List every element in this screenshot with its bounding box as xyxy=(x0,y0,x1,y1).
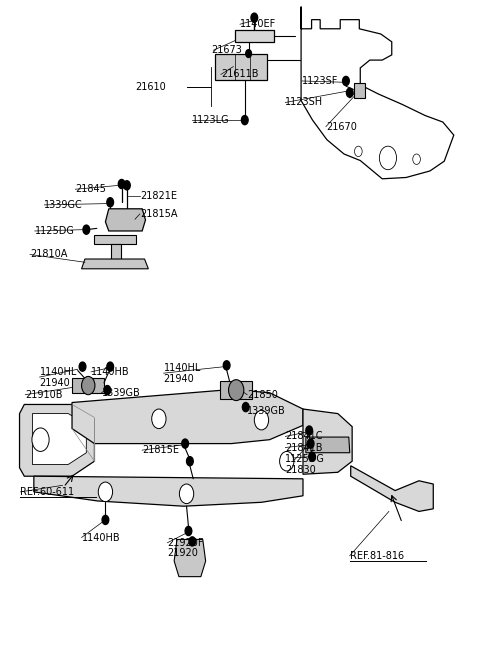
Circle shape xyxy=(107,362,114,371)
Text: 21821E: 21821E xyxy=(140,191,177,200)
Polygon shape xyxy=(351,466,433,512)
Text: 1140HL: 1140HL xyxy=(164,363,201,373)
Polygon shape xyxy=(34,476,303,506)
Text: 1140EF: 1140EF xyxy=(240,19,276,29)
Text: 1339GB: 1339GB xyxy=(247,406,286,416)
Text: 21910B: 21910B xyxy=(25,390,63,400)
Polygon shape xyxy=(82,259,148,269)
Circle shape xyxy=(185,527,192,536)
Polygon shape xyxy=(174,540,205,576)
Text: 1140HL: 1140HL xyxy=(39,367,77,377)
Circle shape xyxy=(251,13,258,22)
Text: 21920: 21920 xyxy=(168,548,198,558)
Text: 21673: 21673 xyxy=(211,45,242,55)
Polygon shape xyxy=(33,413,86,464)
Circle shape xyxy=(223,361,230,370)
Text: 21670: 21670 xyxy=(326,122,357,132)
Circle shape xyxy=(280,451,294,471)
Text: REF.81-816: REF.81-816 xyxy=(350,551,404,561)
Circle shape xyxy=(152,409,166,428)
Circle shape xyxy=(242,403,249,411)
Text: 21845: 21845 xyxy=(75,184,106,195)
Circle shape xyxy=(187,457,193,466)
Circle shape xyxy=(182,439,189,448)
Text: 21920F: 21920F xyxy=(168,538,204,548)
Circle shape xyxy=(347,88,353,97)
Polygon shape xyxy=(95,235,136,244)
Circle shape xyxy=(102,515,109,525)
Circle shape xyxy=(79,362,86,371)
Circle shape xyxy=(107,198,114,207)
Polygon shape xyxy=(20,404,95,476)
Text: 1123SF: 1123SF xyxy=(302,76,338,86)
Polygon shape xyxy=(220,381,252,400)
Circle shape xyxy=(306,426,312,435)
Text: 21810A: 21810A xyxy=(30,250,67,259)
Circle shape xyxy=(98,482,113,502)
Circle shape xyxy=(189,537,196,546)
Circle shape xyxy=(254,410,269,430)
Polygon shape xyxy=(354,83,365,98)
Circle shape xyxy=(246,50,252,58)
Text: 21830: 21830 xyxy=(285,464,316,475)
Polygon shape xyxy=(303,409,352,474)
Circle shape xyxy=(309,452,315,461)
Circle shape xyxy=(83,225,90,234)
Text: 1140HB: 1140HB xyxy=(82,533,120,542)
Text: 21815E: 21815E xyxy=(142,445,179,455)
Text: 21850: 21850 xyxy=(247,390,278,400)
Text: 1123SH: 1123SH xyxy=(285,98,324,107)
Polygon shape xyxy=(106,209,145,231)
Polygon shape xyxy=(72,379,104,393)
Circle shape xyxy=(180,484,194,504)
Bar xyxy=(235,30,275,42)
Circle shape xyxy=(118,179,125,189)
Text: 1339GB: 1339GB xyxy=(102,388,140,398)
Polygon shape xyxy=(72,390,303,443)
Text: 1125DG: 1125DG xyxy=(35,226,75,236)
Bar xyxy=(215,54,267,80)
Text: 21841B: 21841B xyxy=(285,443,323,453)
Text: 21940: 21940 xyxy=(164,374,194,384)
Circle shape xyxy=(123,181,130,190)
Text: 21841C: 21841C xyxy=(285,432,323,441)
Circle shape xyxy=(82,377,95,395)
Text: 21940: 21940 xyxy=(39,378,70,388)
Circle shape xyxy=(104,386,111,395)
Text: 21611B: 21611B xyxy=(221,69,258,79)
Circle shape xyxy=(228,380,244,401)
Text: 1123LG: 1123LG xyxy=(192,115,230,125)
Polygon shape xyxy=(306,437,350,453)
Circle shape xyxy=(343,77,349,86)
Polygon shape xyxy=(111,244,120,259)
Text: 21610: 21610 xyxy=(135,83,166,92)
Circle shape xyxy=(32,428,49,451)
Text: 1125DG: 1125DG xyxy=(285,454,325,464)
Text: 21815A: 21815A xyxy=(140,209,177,219)
Text: 1339GC: 1339GC xyxy=(44,200,83,210)
Text: 1140HB: 1140HB xyxy=(91,367,130,377)
Text: REF.60-611: REF.60-611 xyxy=(21,487,74,497)
Circle shape xyxy=(307,439,314,448)
Circle shape xyxy=(241,115,248,124)
